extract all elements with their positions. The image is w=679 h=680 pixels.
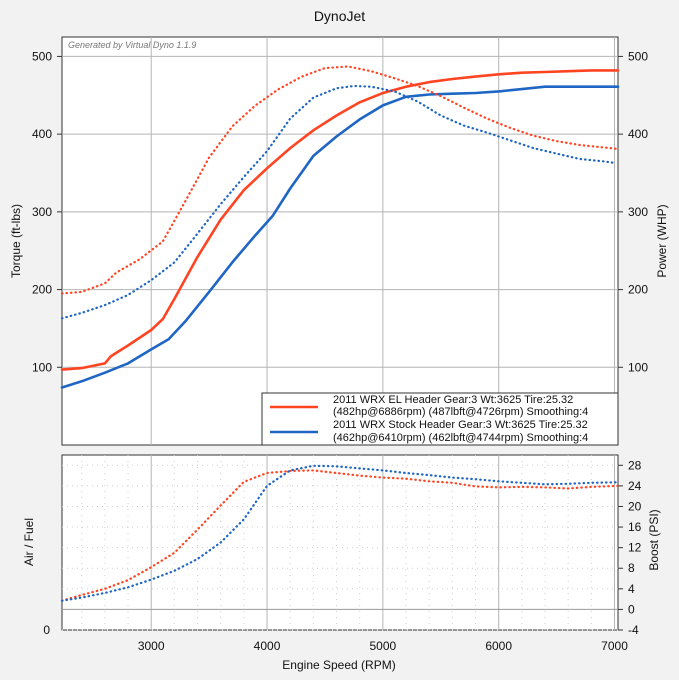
power-tick-label: 100 [628,360,648,374]
torque-axis-label: Torque (ft-lbs) [9,204,23,278]
afr-boost-panel: -4 0 4 8 12 16 20 24 28 0 [43,454,642,637]
series-torque-dotted-3 [60,84,616,320]
boost-tick-label: 20 [628,499,642,513]
legend-el-header-line2: (482hp@6886rpm) (487lbft@4726rpm) Smooth… [333,406,588,418]
boost-tick-label: 12 [628,541,642,555]
series-torque-dotted-2 [60,65,620,295]
power-axis-label: Power (WHP) [655,204,669,277]
x-tick-label: 6000 [485,639,512,653]
torque-tick-label: 400 [32,127,52,141]
series-power-solid-0 [60,69,620,371]
x-tick-label: 4000 [254,639,281,653]
legend-stock-header-line1: 2011 WRX Stock Header Gear:3 Wt:3625 Tir… [333,419,588,431]
generator-note: Generated by Virtual Dyno 1.1.9 [68,40,196,50]
torque-tick-label: 500 [32,49,52,63]
torque-tick-label: 300 [32,205,52,219]
power-tick-label: 500 [628,49,648,63]
boost-tick-label: 16 [628,520,642,534]
boost-axis-label: Boost (PSI) [647,509,661,570]
x-axis-label: Engine Speed (RPM) [282,658,395,672]
boost-tick-label: 24 [628,479,642,493]
legend: 2011 WRX EL Header Gear:3 Wt:3625 Tire:2… [261,392,619,446]
series-power-solid-1 [60,85,620,389]
air-fuel-tick-label: 0 [43,623,50,637]
x-tick-label: 7000 [601,639,628,653]
legend-stock-header-line2: (462hp@6410rpm) (462lbft@4744rpm) Smooth… [333,432,588,444]
power-tick-label: 300 [628,205,648,219]
power-tick-label: 400 [628,127,648,141]
air-fuel-axis-label: Air / Fuel [22,518,36,566]
boost-tick-label: 0 [628,602,635,616]
series-boost-dotted-1 [60,464,620,602]
x-tick-label: 5000 [370,639,397,653]
legend-el-header-line1: 2011 WRX EL Header Gear:3 Wt:3625 Tire:2… [333,394,573,406]
boost-tick-label: -4 [628,623,639,637]
boost-tick-label: 8 [628,561,635,575]
boost-tick-label: 4 [628,582,635,596]
x-tick-label: 3000 [138,639,165,653]
power-tick-label: 200 [628,283,648,297]
torque-power-panel: 100 100 200 200 300 300 400 400 500 500 Generated… [32,36,648,446]
series-boost-dotted-0 [60,469,620,602]
torque-tick-label: 100 [32,360,52,374]
chart-title: DynoJet [314,8,365,24]
boost-tick-label: 28 [628,458,642,472]
torque-tick-label: 200 [32,283,52,297]
